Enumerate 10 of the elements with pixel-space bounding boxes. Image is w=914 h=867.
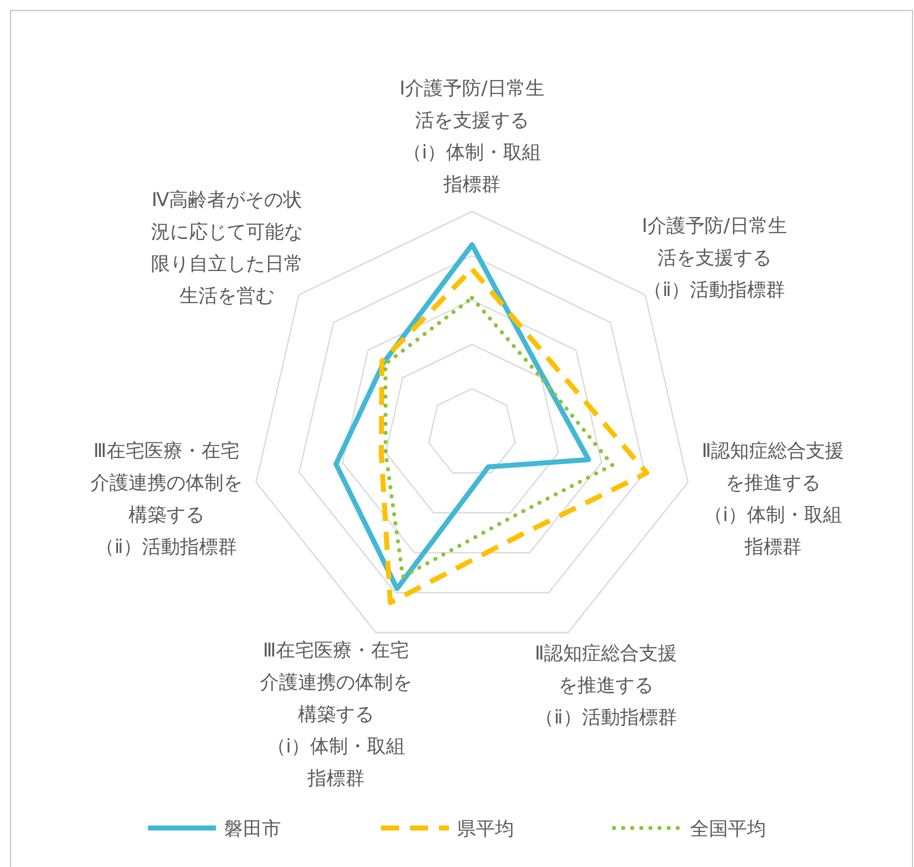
spoke-label: Ⅲ在宅医療・在宅介護連携の体制を構築する（ⅱ）活動指標群 — [90, 440, 242, 558]
spoke-label: Ⅰ介護予防/日常生活を支援する（ⅱ）活動指標群 — [642, 215, 787, 302]
spoke-label: Ⅲ在宅医療・在宅介護連携の体制を構築する（ⅰ）体制・取組指標群 — [260, 640, 412, 790]
spoke-label: Ⅳ高齢者がその状況に応じて可能な限り自立した日常生活を営む — [150, 189, 303, 308]
legend-label: 全国平均 — [690, 818, 766, 840]
spoke-label: Ⅰ介護予防/日常生活を支援する（ⅰ）体制・取組指標群 — [399, 78, 545, 196]
spoke-label: Ⅱ認知症総合支援を推進する（ⅱ）活動指標群 — [534, 642, 678, 729]
spoke-label: Ⅱ認知症総合支援を推進する（ⅰ）体制・取組指標群 — [702, 440, 844, 558]
legend-label: 県平均 — [457, 818, 514, 840]
legend-label: 磐田市 — [224, 818, 281, 840]
